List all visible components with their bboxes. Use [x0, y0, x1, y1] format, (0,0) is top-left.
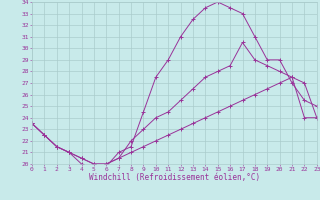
X-axis label: Windchill (Refroidissement éolien,°C): Windchill (Refroidissement éolien,°C): [89, 173, 260, 182]
